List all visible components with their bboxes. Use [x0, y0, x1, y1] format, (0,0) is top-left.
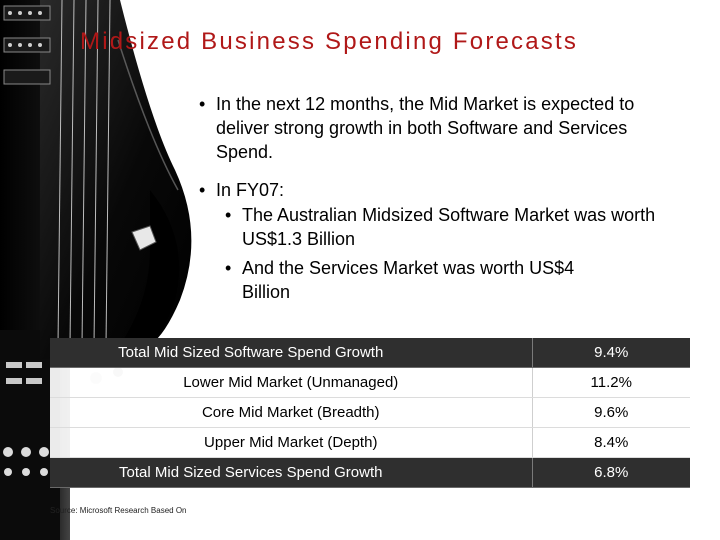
- source-footnote: Source: Microsoft Research Based On: [50, 506, 187, 515]
- bullet-dot: •: [225, 205, 232, 225]
- bullet-services-market: • And the Services Market was worth US$4…: [225, 256, 622, 304]
- row-label: Total Mid Sized Software Spend Growth: [50, 338, 532, 368]
- table-row-core-mid-market: Core Mid Market (Breadth) 9.6%: [50, 397, 690, 428]
- bullet-text: In FY07:: [216, 180, 285, 200]
- bullet-software-market: • The Australian Midsized Software Marke…: [225, 203, 662, 251]
- row-label: Upper Mid Market (Depth): [50, 427, 532, 458]
- row-value: 8.4%: [531, 427, 690, 458]
- bullet-mid-market-growth: • In the next 12 months, the Mid Market …: [199, 92, 636, 164]
- row-label: Total Mid Sized Services Spend Growth: [50, 457, 532, 488]
- row-value: 9.4%: [531, 338, 690, 368]
- bullet-dot: •: [225, 258, 232, 278]
- row-value: 11.2%: [531, 367, 690, 398]
- bullet-fy07: • In FY07:: [199, 178, 636, 202]
- row-label: Core Mid Market (Breadth): [50, 397, 532, 428]
- row-label: Lower Mid Market (Unmanaged): [50, 367, 532, 398]
- bullet-text: The Australian Midsized Software Market …: [242, 205, 656, 249]
- table-row-lower-mid-market: Lower Mid Market (Unmanaged) 11.2%: [50, 367, 690, 398]
- spend-growth-table: Total Mid Sized Software Spend Growth 9.…: [50, 338, 690, 488]
- slide-title: Midsized Business Spending Forecasts: [80, 28, 579, 55]
- bullet-dot: •: [199, 180, 206, 200]
- row-value: 9.6%: [531, 397, 690, 428]
- table-row-total-services: Total Mid Sized Services Spend Growth 6.…: [50, 457, 690, 488]
- bullet-text: And the Services Market was worth US$4 B…: [242, 258, 575, 302]
- bullet-dot: •: [199, 94, 206, 114]
- row-value: 6.8%: [531, 457, 690, 488]
- table-row-total-software: Total Mid Sized Software Spend Growth 9.…: [50, 338, 690, 368]
- table-row-upper-mid-market: Upper Mid Market (Depth) 8.4%: [50, 427, 690, 458]
- bullet-text: In the next 12 months, the Mid Market is…: [216, 94, 635, 162]
